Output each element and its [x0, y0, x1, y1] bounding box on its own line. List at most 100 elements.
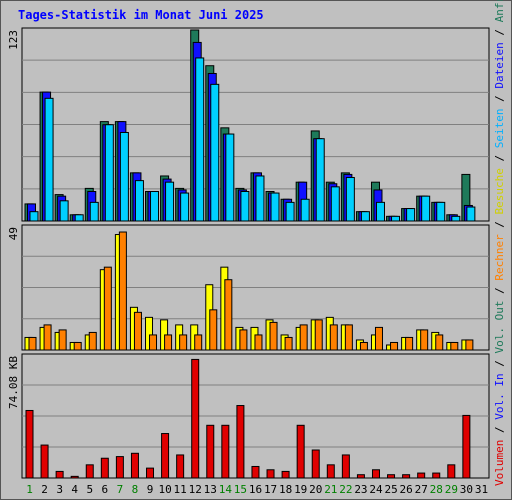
bar-rechner [329, 324, 338, 351]
y-scale-label-2: 49 [7, 227, 20, 240]
bar-seiten [360, 211, 370, 222]
x-tick-label: 21 [324, 483, 337, 496]
bar-rechner [344, 324, 353, 351]
bar-rechner [179, 334, 188, 351]
legend-entry: Vol. In [493, 373, 506, 419]
bar-volumen [402, 474, 411, 479]
x-tick-label: 8 [132, 483, 139, 496]
legend-entry: Anfragen [493, 0, 506, 22]
bar-seiten [345, 177, 355, 222]
bar-seiten [406, 208, 416, 222]
bar-seiten [119, 131, 129, 222]
bar-rechner [239, 329, 248, 351]
bar-rechner [254, 334, 263, 351]
x-tick-label: 28 [430, 483, 443, 496]
bar-seiten [421, 195, 431, 222]
bar-rechner [359, 341, 368, 351]
bar-volumen [176, 454, 185, 479]
bar-volumen [146, 467, 155, 479]
bar-seiten [285, 201, 295, 222]
x-tick-label: 22 [339, 483, 352, 496]
bar-seiten [255, 175, 265, 222]
bar-rechner [58, 329, 67, 351]
bar-rechner [209, 309, 218, 351]
bar-seiten [44, 97, 54, 222]
bar-volumen [40, 444, 49, 479]
x-tick-label: 3 [56, 483, 63, 496]
bar-seiten [195, 57, 205, 222]
bar-volumen [25, 409, 34, 479]
bar-rechner [435, 334, 444, 351]
bar-seiten [89, 201, 99, 222]
bar-seiten [180, 192, 190, 222]
x-tick-label: 10 [158, 483, 171, 496]
bar-seiten [134, 180, 144, 222]
x-tick-label: 20 [309, 483, 322, 496]
x-tick-label: 16 [249, 483, 262, 496]
bar-rechner [284, 336, 293, 351]
bar-seiten [150, 190, 160, 222]
bar-seiten [436, 201, 446, 222]
legend-entry: / [493, 148, 506, 168]
y-scale-label-3: 74.08 KB [7, 356, 20, 409]
bar-rechner [269, 321, 278, 351]
x-tick-label: 4 [71, 483, 78, 496]
x-tick-label: 12 [189, 483, 202, 496]
bar-seiten [451, 215, 461, 222]
bar-rechner [118, 231, 127, 351]
bar-seiten [29, 211, 39, 222]
bar-volumen [130, 452, 139, 479]
bar-volumen [115, 456, 124, 479]
bar-volumen [341, 454, 350, 479]
chart-title: Tages-Statistik im Monat Juni 2025 [18, 8, 264, 22]
bar-seiten [225, 133, 235, 222]
x-tick-label: 7 [117, 483, 124, 496]
x-tick-label: 6 [102, 483, 109, 496]
bar-rechner [28, 336, 37, 351]
x-tick-label: 9 [147, 483, 154, 496]
bar-rechner [465, 339, 474, 351]
bar-seiten [300, 198, 310, 222]
bar-volumen [161, 433, 170, 479]
bar-volumen [221, 424, 230, 479]
legend-entry: / [493, 354, 506, 374]
bar-seiten [59, 200, 69, 222]
legend-entry: / [493, 420, 506, 440]
x-tick-label: 5 [86, 483, 93, 496]
bar-seiten [330, 186, 340, 222]
x-tick-label: 17 [264, 483, 277, 496]
bar-volumen [447, 464, 456, 479]
bar-volumen [417, 472, 426, 479]
bar-rechner [133, 311, 142, 351]
bar-rechner [224, 279, 233, 351]
legend-entry: Vol. Out [493, 301, 506, 354]
bar-rechner [299, 324, 308, 351]
x-tick-label: 19 [294, 483, 307, 496]
bar-seiten [391, 215, 401, 222]
bar-rechner [88, 331, 97, 351]
bar-seiten [74, 214, 84, 222]
bar-rechner [73, 341, 82, 351]
bar-volumen [387, 474, 396, 479]
bar-rechner [374, 326, 383, 351]
bar-rechner [194, 334, 203, 351]
x-tick-label: 13 [204, 483, 217, 496]
bar-seiten [104, 124, 114, 222]
legend-entry: Dateien [493, 42, 506, 88]
x-tick-label: 24 [369, 483, 383, 496]
x-tick-label: 26 [400, 483, 413, 496]
x-tick-label: 15 [234, 483, 247, 496]
bar-rechner [149, 334, 158, 351]
bar-volumen [100, 457, 109, 479]
legend-entry: Besuche [493, 168, 506, 214]
bar-seiten [466, 206, 476, 222]
bar-volumen [296, 424, 305, 479]
bar-seiten [240, 190, 250, 222]
x-tick-label: 31 [475, 483, 488, 496]
x-tick-label: 27 [415, 483, 428, 496]
bar-volumen [191, 358, 200, 479]
bar-seiten [375, 201, 385, 222]
bar-volumen [356, 474, 365, 479]
bar-rechner [43, 324, 52, 351]
